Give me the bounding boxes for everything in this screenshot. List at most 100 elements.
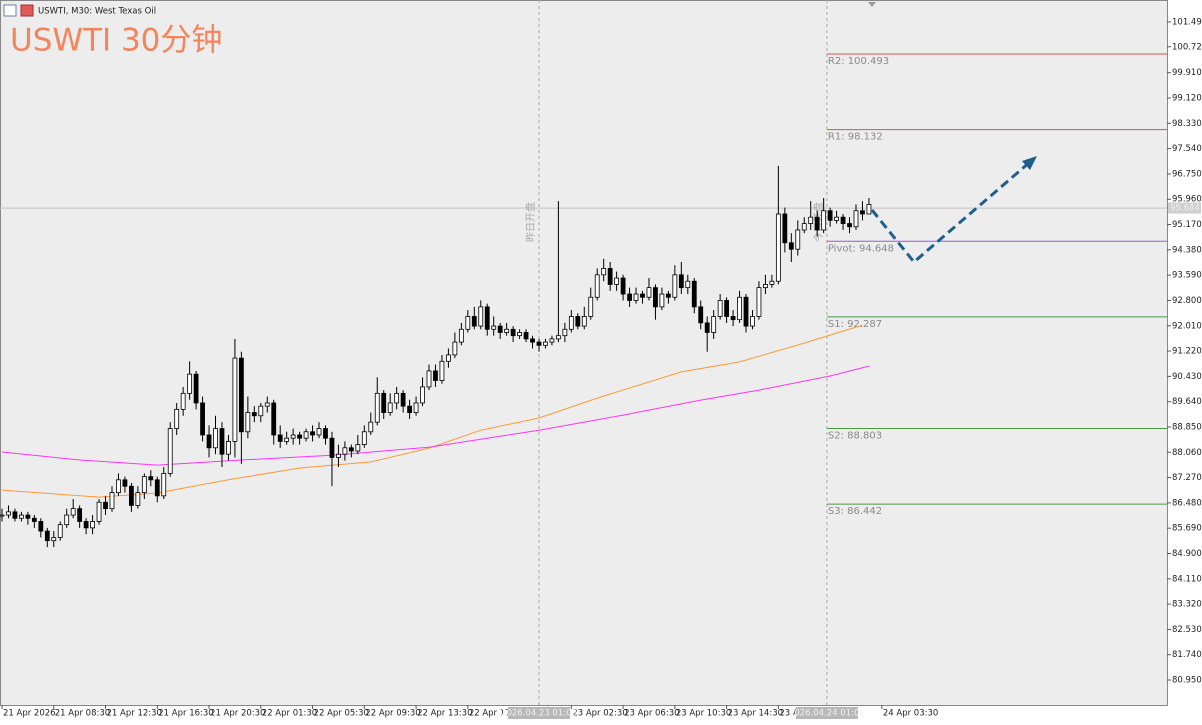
candle-body (491, 325, 497, 330)
candle-body (90, 521, 95, 529)
candle-body (471, 316, 477, 327)
candle-body (478, 306, 484, 327)
candle-body (717, 300, 723, 317)
candle-body (510, 328, 516, 337)
candle-body (834, 216, 839, 221)
y-tick-label: 99.120 (1172, 94, 1202, 104)
icon[interactable] (20, 4, 34, 17)
candle-body (840, 216, 846, 224)
separator-label: 2026.04.23 01:00 (501, 709, 577, 719)
pivot-label: S1: 92.287 (828, 319, 882, 330)
candle-body (497, 325, 503, 333)
candle-body (387, 402, 393, 413)
x-tick-label: 21 Apr 08:30 (55, 709, 110, 719)
candle-body (847, 223, 852, 228)
candle-body (38, 521, 44, 532)
candle-body (323, 428, 328, 439)
candle-body (517, 332, 522, 337)
shift-marker (868, 2, 876, 7)
candle-body (827, 210, 833, 221)
candle-body (374, 392, 380, 423)
separator-note: 昨日开盘 (524, 202, 537, 242)
x-tick-label: 21 Apr 16:30 (158, 709, 213, 719)
y-tick-label: 84.110 (1172, 574, 1202, 584)
x-tick-label: 21 Apr 12:30 (107, 709, 162, 719)
candle-body (452, 341, 458, 356)
chart-subtitle: USWTI, M30: West Texas Oil (38, 7, 156, 17)
candle-body (808, 216, 814, 224)
y-tick-label: 90.430 (1172, 372, 1202, 382)
x-tick-label: 22 Apr 17:30 (469, 709, 524, 719)
x-tick-label: 23 Apr 14:30 (728, 709, 783, 719)
candle-body (620, 277, 626, 295)
y-tick-label: 92.800 (1172, 296, 1202, 306)
y-tick-label: 101.495 (1172, 17, 1202, 27)
candle-body (678, 274, 684, 289)
candle-body (284, 437, 290, 442)
candle-body (704, 322, 710, 333)
candle-body (355, 444, 361, 452)
candle-body (19, 514, 24, 519)
candle-body (122, 479, 128, 487)
candle-body (627, 293, 632, 301)
candle-body (109, 492, 115, 510)
candle-body (737, 296, 742, 321)
candle-body (271, 402, 277, 436)
y-tick-label: 84.900 (1172, 549, 1202, 559)
candle-body (439, 360, 445, 381)
candle-body (607, 268, 613, 285)
y-tick-label: 86.480 (1172, 498, 1202, 508)
candle-body (724, 300, 730, 317)
icon[interactable] (3, 4, 17, 17)
candle-body (77, 508, 83, 522)
candle-body (775, 213, 781, 282)
candle-body (277, 434, 283, 442)
candle-body (25, 514, 31, 519)
candle-body (180, 392, 186, 410)
y-tick-label: 96.750 (1172, 169, 1202, 179)
candle-body (665, 293, 671, 298)
candle-body (206, 434, 212, 449)
candle-body (193, 373, 199, 404)
pivot-label: S2: 88.803 (828, 430, 882, 441)
candle-body (866, 203, 872, 215)
separator-label-box (507, 707, 570, 719)
moving-average (1, 365, 870, 466)
candle-body (575, 316, 581, 327)
y-tick-label: 94.380 (1172, 245, 1202, 255)
grid-layer (0, 0, 1167, 705)
candle-body (316, 428, 322, 436)
candle-body (116, 479, 121, 494)
x-tick-label: 23 Apr 06:30 (624, 709, 679, 719)
bid-box (1168, 202, 1201, 214)
candle-body (167, 428, 173, 474)
x-tick-label: 23 Apr 02:30 (572, 709, 627, 719)
candle-body (536, 341, 542, 346)
candle-body (213, 428, 218, 449)
candle-body (504, 328, 510, 333)
candle-body (200, 402, 205, 436)
candle-body (801, 223, 807, 231)
candle-body (413, 402, 419, 413)
candle-body (433, 370, 438, 381)
candle-body (83, 521, 89, 529)
x-tick-label: 23 Apr 10:30 (676, 709, 731, 719)
candle-body (64, 514, 70, 526)
candle-body (6, 511, 11, 516)
x-tick-label: 21 Apr 2026 (3, 709, 56, 719)
candle-body (788, 242, 794, 250)
x-tick-label: 22 Apr 13:30 (417, 709, 472, 719)
candle-body (238, 357, 244, 433)
candle-body (57, 524, 63, 538)
candle-body (44, 530, 50, 542)
candle-body (141, 476, 147, 494)
y-tick-label: 80.950 (1172, 676, 1202, 686)
y-tick-label: 82.530 (1172, 625, 1202, 635)
forecast-arrow (870, 160, 1031, 265)
y-tick-label: 85.690 (1172, 524, 1202, 534)
candle-body (96, 501, 102, 522)
candle-body (232, 357, 238, 442)
